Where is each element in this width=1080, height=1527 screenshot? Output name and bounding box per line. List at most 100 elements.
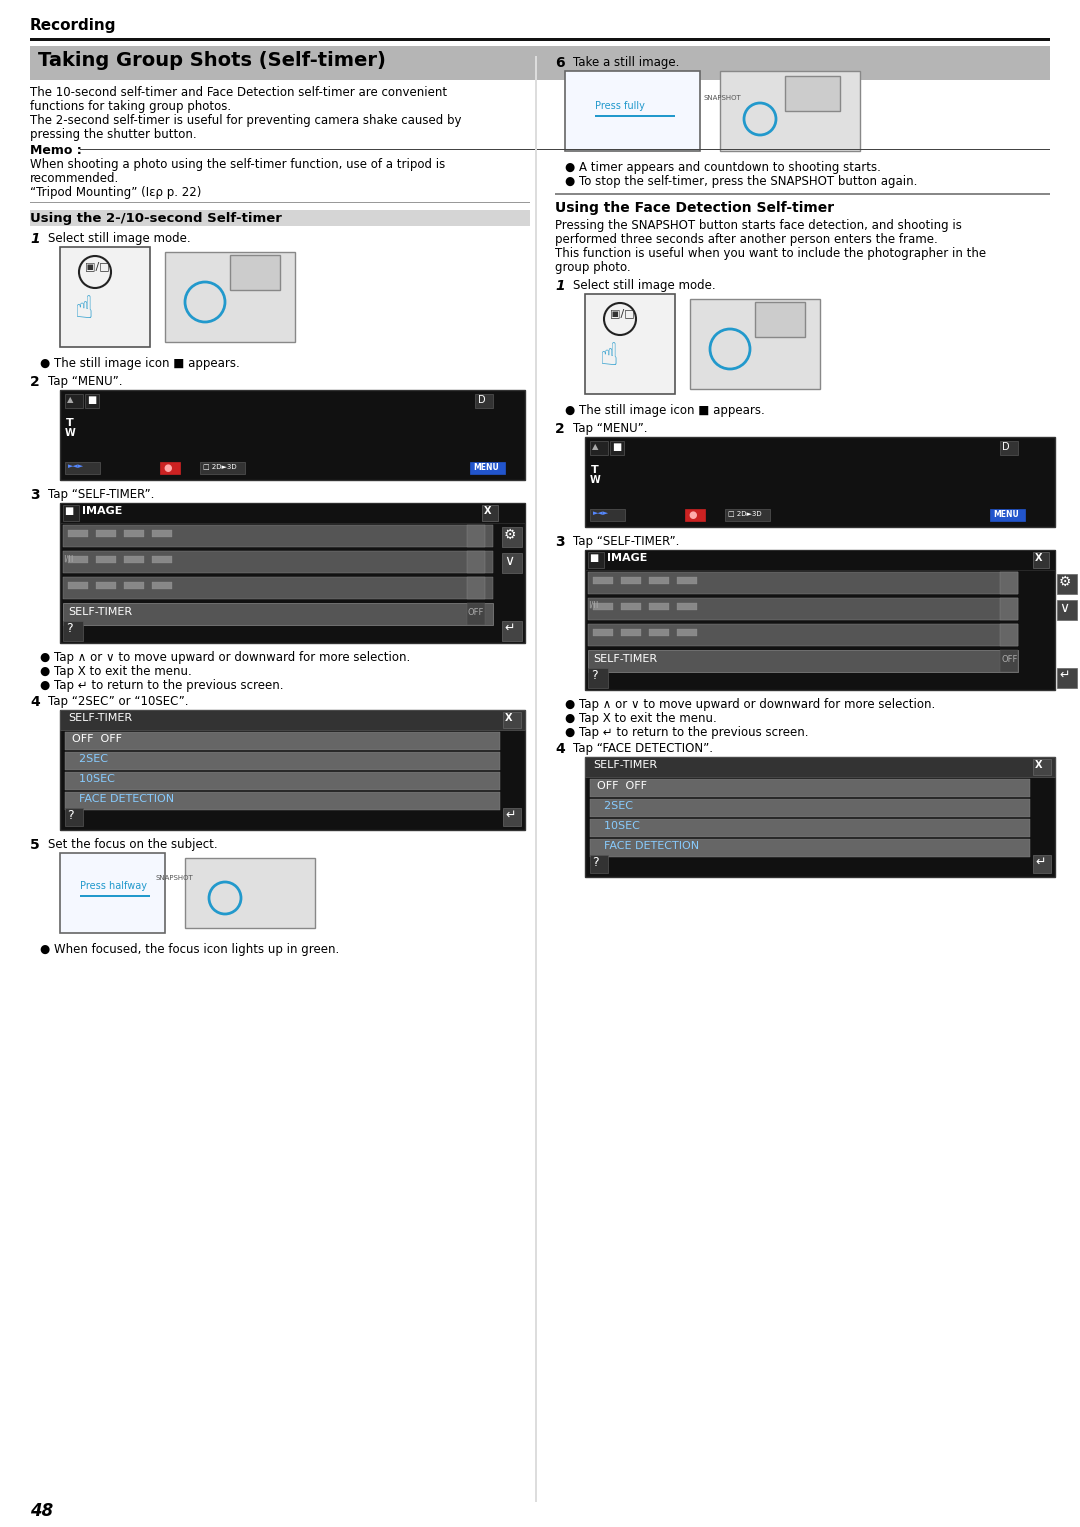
Text: X: X [1035, 553, 1042, 563]
Text: Take a still image.: Take a still image. [573, 56, 679, 69]
Text: FACE DETECTION: FACE DETECTION [597, 841, 699, 851]
Text: ■: ■ [87, 395, 96, 405]
Bar [590, 838, 1030, 857]
Bar [503, 712, 521, 728]
Bar [1032, 759, 1051, 776]
Text: Tap “SELF-TIMER”.: Tap “SELF-TIMER”. [573, 534, 679, 548]
Text: ● Tap ↵ to return to the previous screen.: ● Tap ↵ to return to the previous screen… [40, 680, 283, 692]
Text: Select still image mode.: Select still image mode. [48, 232, 191, 244]
Bar [585, 550, 1055, 570]
Bar [590, 508, 625, 521]
Text: T: T [66, 418, 73, 428]
Text: 10SEC: 10SEC [597, 822, 639, 831]
Bar [60, 854, 165, 933]
Text: X: X [484, 505, 491, 516]
Bar [502, 527, 522, 547]
Text: ☝: ☝ [600, 342, 619, 371]
Bar [467, 577, 485, 599]
Text: I/II: I/II [63, 554, 73, 563]
Text: ▲: ▲ [67, 395, 73, 405]
Text: ● Tap ↵ to return to the previous screen.: ● Tap ↵ to return to the previous screen… [565, 725, 809, 739]
Bar [1000, 651, 1018, 672]
Bar [152, 556, 172, 563]
Text: ● To stop the self-timer, press the SNAPSHOT button again.: ● To stop the self-timer, press the SNAP… [565, 176, 917, 188]
Bar [588, 599, 1018, 620]
Text: ● Tap X to exit the menu.: ● Tap X to exit the menu. [40, 664, 192, 678]
Bar [785, 76, 840, 111]
Text: 5: 5 [30, 838, 40, 852]
Bar [60, 389, 525, 479]
Bar [565, 70, 700, 151]
Bar [60, 710, 525, 831]
Text: ↵: ↵ [505, 809, 515, 822]
Bar [1057, 600, 1077, 620]
Text: 2: 2 [555, 421, 565, 437]
Bar [470, 463, 505, 473]
Text: ?: ? [592, 857, 598, 869]
Bar [65, 731, 500, 750]
Text: ?: ? [591, 669, 597, 683]
Bar [85, 394, 99, 408]
Text: ●: ● [688, 510, 697, 521]
Bar [585, 757, 1055, 876]
Text: D: D [478, 395, 486, 405]
Text: Using the Face Detection Self-timer: Using the Face Detection Self-timer [555, 202, 834, 215]
Bar [588, 551, 604, 568]
Bar [677, 629, 697, 637]
Bar [124, 582, 144, 589]
Text: W: W [590, 475, 600, 486]
Bar [755, 302, 805, 337]
Text: Tap “MENU”.: Tap “MENU”. [48, 376, 122, 388]
Text: performed three seconds after another person enters the frame.: performed three seconds after another pe… [555, 234, 937, 246]
Bar [96, 530, 116, 538]
Bar [63, 577, 492, 599]
Text: Press halfway: Press halfway [80, 881, 147, 890]
Bar [590, 441, 608, 455]
Bar [63, 551, 492, 573]
Bar [65, 793, 500, 809]
Text: IMAGE: IMAGE [82, 505, 122, 516]
Bar [30, 38, 1050, 41]
Text: ☝: ☝ [75, 295, 94, 324]
Text: OFF: OFF [468, 608, 484, 617]
Bar [1057, 667, 1077, 689]
Text: Tap “2SEC” or “10SEC”.: Tap “2SEC” or “10SEC”. [48, 695, 189, 709]
Text: Tap “MENU”.: Tap “MENU”. [573, 421, 648, 435]
Bar [590, 818, 1030, 837]
Text: ►◄►: ►◄► [68, 463, 84, 469]
Bar [649, 577, 669, 583]
Bar [1032, 551, 1049, 568]
Text: ?: ? [66, 621, 72, 635]
Bar [621, 577, 642, 583]
Bar [467, 551, 485, 573]
Text: The 10-second self-timer and Face Detection self-timer are convenient: The 10-second self-timer and Face Detect… [30, 86, 447, 99]
Bar [649, 603, 669, 609]
Text: This function is useful when you want to include the photographer in the: This function is useful when you want to… [555, 247, 986, 260]
Text: 2SEC: 2SEC [72, 754, 108, 764]
Text: ■: ■ [589, 553, 598, 563]
Text: Taking Group Shots (Self-timer): Taking Group Shots (Self-timer) [38, 50, 386, 70]
Bar [677, 577, 697, 583]
Text: 6: 6 [555, 56, 565, 70]
Bar [230, 255, 280, 290]
Bar [649, 629, 669, 637]
Bar [65, 751, 500, 770]
Text: pressing the shutter button.: pressing the shutter button. [30, 128, 197, 140]
Text: D: D [1002, 441, 1010, 452]
Text: ● The still image icon ■ appears.: ● The still image icon ■ appears. [565, 405, 765, 417]
Text: T: T [591, 466, 598, 475]
Text: ■: ■ [64, 505, 73, 516]
Bar [588, 625, 1018, 646]
Bar [96, 556, 116, 563]
Bar [588, 667, 608, 689]
Text: ● Tap X to exit the menu.: ● Tap X to exit the menu. [565, 712, 717, 725]
Bar [124, 530, 144, 538]
Bar [124, 556, 144, 563]
Bar [621, 603, 642, 609]
Bar [1000, 599, 1018, 620]
Text: “Tripod Mounting” (Ιερ p. 22): “Tripod Mounting” (Ιερ p. 22) [30, 186, 201, 199]
Text: □ 2D►3D: □ 2D►3D [203, 463, 237, 469]
Text: ∨: ∨ [1059, 602, 1069, 615]
Text: Tap “SELF-TIMER”.: Tap “SELF-TIMER”. [48, 489, 154, 501]
Text: SNAPSHOT: SNAPSHOT [156, 875, 192, 881]
